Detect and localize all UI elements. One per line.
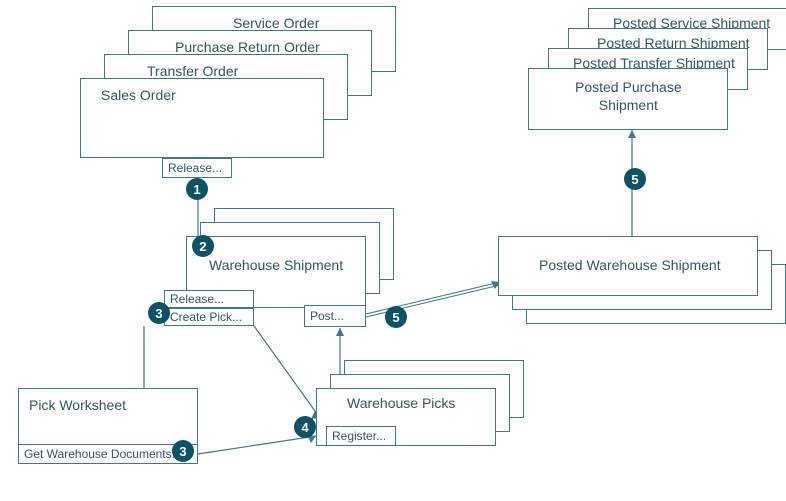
badge-b3-label: 3 [155,306,162,321]
wh_picks-label: Warehouse Picks [347,395,455,411]
transfer_order-label: Transfer Order [147,63,238,79]
wh_shipment-label: Warehouse Shipment [209,257,343,273]
pws-label: Posted Warehouse Shipment [539,257,721,273]
release_wh-action-label: Release... [170,292,224,306]
get_wh_docs-action: Get Warehouse Documents... [18,444,198,464]
create_pick-action: Create Pick... [164,308,254,326]
badge-b5b: 5 [624,168,646,190]
purchase_return-label: Purchase Return Order [175,39,320,55]
arrow-3 [198,436,316,454]
release_wh-action: Release... [164,290,254,308]
badge-b4: 4 [294,416,316,438]
badge-b4-label: 4 [301,420,308,435]
release_sales-action: Release... [162,158,232,178]
pws-box: Posted Warehouse Shipment [498,236,758,296]
arrow-5-head [336,328,344,336]
post-action: Post... [304,305,366,327]
arrow-1 [366,282,500,314]
post-action-label: Post... [310,309,344,323]
pick_ws-label: Pick Worksheet [29,397,126,413]
service_order-label: Service Order [233,15,319,31]
badge-b5: 5 [385,306,407,328]
sales_order-label: Sales Order [101,87,176,103]
badge-b5b-label: 5 [631,172,638,187]
arrow-2 [254,326,320,418]
sales_order-box: Sales Order [80,78,324,158]
badge-b3b: 3 [172,440,194,462]
create_pick-action-label: Create Pick... [170,310,242,324]
register-action-label: Register... [332,429,386,443]
badge-b1-label: 1 [193,182,200,197]
get_wh_docs-action-label: Get Warehouse Documents... [24,447,182,461]
posted_purchase-box: Posted Purchase Shipment [528,68,728,130]
badge-b2: 2 [192,235,214,257]
badge-b2-label: 2 [199,239,206,254]
badge-b5-label: 5 [392,310,399,325]
release_sales-action-label: Release... [168,161,222,175]
badge-b3b-label: 3 [179,444,186,459]
arrow-6-head [628,130,636,138]
badge-b1: 1 [186,178,208,200]
register-action: Register... [326,426,396,446]
posted_purchase-label: Posted Purchase Shipment [575,79,682,114]
badge-b3: 3 [148,302,170,324]
